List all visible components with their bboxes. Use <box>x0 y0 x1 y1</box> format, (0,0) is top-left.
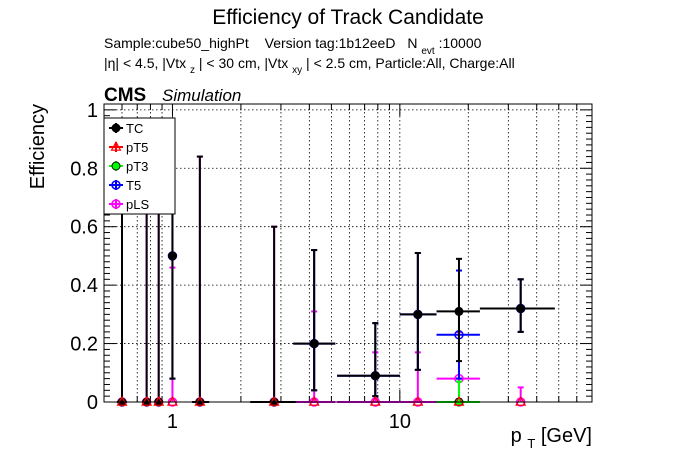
x-tick-label: 1 <box>167 411 178 433</box>
legend-entry-tc: TC <box>109 121 143 136</box>
legend-entry-pt5: pT5 <box>109 140 148 155</box>
info-nevt-label: N <box>407 35 417 51</box>
plot-frame <box>103 103 593 403</box>
info-cut-sub-xy: xy <box>292 65 302 76</box>
tc-marker <box>111 123 121 133</box>
chart-title: Efficiency of Track Candidate <box>212 6 484 29</box>
x-axis-label: p T [GeV] <box>511 425 592 453</box>
pt5-marker <box>194 395 206 406</box>
y-tick-label: 0.4 <box>70 275 98 297</box>
x-axis-label-sub: T <box>527 436 535 451</box>
tc-marker <box>309 339 319 349</box>
y-tick-label: 0.2 <box>70 334 98 356</box>
legend-label-pls: pLS <box>126 197 149 212</box>
info-cut-sub-z: z <box>190 65 195 76</box>
tc-marker <box>370 371 380 381</box>
info-version: Version tag:1b12eeD <box>265 35 396 51</box>
legend-label-pt5: pT5 <box>126 140 148 155</box>
grid-lines <box>104 104 592 402</box>
legend-label-tc: TC <box>126 121 143 136</box>
series-t5 <box>167 132 555 398</box>
pt5-marker <box>116 395 128 406</box>
legend-entry-t5: T5 <box>109 178 141 193</box>
pt5-marker <box>141 395 153 406</box>
cms-label: CMS <box>104 85 146 106</box>
legend-entry-pls: pLS <box>109 197 149 212</box>
series-pt5 <box>116 395 527 406</box>
info-line-2: |η| < 4.5, |Vtx z | < 30 cm, |Vtx xy | <… <box>104 55 515 76</box>
simulation-label: Simulation <box>162 86 241 105</box>
info-line-1: Sample:cube50_highPt Version tag:1b12eeD… <box>104 35 482 57</box>
legend: TC pT5 pT3 T5 pLS <box>103 117 176 215</box>
y-tick-label: 0.8 <box>70 158 98 180</box>
pt3-marker <box>111 161 121 171</box>
series-tc <box>116 132 555 407</box>
pt5-marker <box>166 395 178 406</box>
info-cut-eta: |η| < 4.5, |Vtx <box>104 55 186 71</box>
pt5-marker <box>268 395 280 406</box>
pt5-marker <box>453 395 465 406</box>
x-axis-label-p: p <box>511 425 522 447</box>
y-tick-label: 0 <box>87 392 98 414</box>
info-nevt-sub: evt <box>421 46 435 57</box>
tc-marker <box>454 306 464 316</box>
t5-marker <box>111 180 121 190</box>
y-tick-label: 0.6 <box>70 217 98 239</box>
data-series <box>116 132 555 407</box>
legend-label-t5: T5 <box>126 178 141 193</box>
pt5-marker <box>515 395 527 406</box>
tc-marker <box>167 251 177 261</box>
y-tick-label: 1 <box>87 100 98 122</box>
legend-label-pt3: pT3 <box>126 159 148 174</box>
pt5-marker <box>308 395 320 406</box>
pt5-marker <box>153 395 165 406</box>
pt5-marker <box>369 395 381 406</box>
x-axis-label-unit: [GeV] <box>541 425 592 447</box>
y-axis-label: Efficiency <box>27 104 49 189</box>
info-cut-rest: | < 2.5 cm, Particle:All, Charge:All <box>306 55 515 71</box>
tc-marker <box>413 309 423 319</box>
tc-marker <box>516 304 526 314</box>
info-sample: Sample:cube50_highPt <box>104 35 249 51</box>
legend-entry-pt3: pT3 <box>109 159 148 174</box>
pt5-marker <box>412 395 424 406</box>
info-nevt-value: :10000 <box>439 35 482 51</box>
series-pls <box>117 155 526 407</box>
pt5-marker <box>110 140 122 151</box>
info-cut-vtxz: | < 30 cm, |Vtx <box>199 55 288 71</box>
x-tick-label: 10 <box>389 411 411 433</box>
pls-marker <box>111 199 121 209</box>
